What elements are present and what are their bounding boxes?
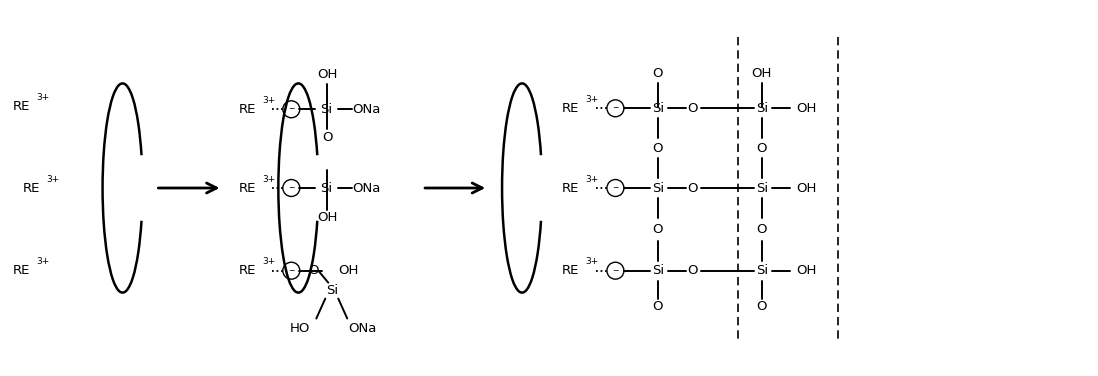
Text: Si: Si bbox=[755, 264, 768, 277]
Text: OH: OH bbox=[797, 264, 817, 277]
Text: RE: RE bbox=[238, 264, 256, 277]
Text: 3+: 3+ bbox=[585, 257, 598, 266]
Text: O: O bbox=[652, 300, 663, 313]
Text: RE: RE bbox=[238, 182, 256, 194]
Text: Si: Si bbox=[321, 182, 333, 194]
Text: O: O bbox=[309, 264, 318, 277]
Text: O: O bbox=[652, 223, 663, 236]
Text: O: O bbox=[322, 131, 333, 144]
Text: O: O bbox=[687, 264, 698, 277]
Text: 3+: 3+ bbox=[261, 96, 276, 105]
Text: 3+: 3+ bbox=[585, 95, 598, 104]
Text: O: O bbox=[652, 142, 663, 155]
Text: Si: Si bbox=[755, 182, 768, 194]
Text: RE: RE bbox=[13, 100, 30, 113]
Text: 3+: 3+ bbox=[261, 257, 276, 266]
Text: ONa: ONa bbox=[352, 182, 381, 194]
Text: −: − bbox=[613, 103, 618, 112]
Text: −: − bbox=[613, 183, 618, 192]
Text: Si: Si bbox=[326, 284, 338, 297]
Text: OH: OH bbox=[797, 102, 817, 115]
Text: 3+: 3+ bbox=[36, 257, 49, 266]
Text: O: O bbox=[687, 182, 698, 194]
Text: 3+: 3+ bbox=[261, 174, 276, 183]
Text: RE: RE bbox=[23, 182, 40, 194]
Text: −: − bbox=[288, 183, 294, 192]
Text: Si: Si bbox=[652, 182, 664, 194]
Text: O: O bbox=[652, 67, 663, 80]
Text: RE: RE bbox=[562, 264, 580, 277]
Text: OH: OH bbox=[797, 182, 817, 194]
Text: RE: RE bbox=[562, 102, 580, 115]
Text: ONa: ONa bbox=[348, 322, 377, 335]
Text: ONa: ONa bbox=[352, 103, 381, 116]
Text: OH: OH bbox=[338, 264, 359, 277]
Text: RE: RE bbox=[238, 103, 256, 116]
Text: OH: OH bbox=[317, 68, 337, 81]
Text: 3+: 3+ bbox=[46, 174, 59, 183]
Text: OH: OH bbox=[751, 67, 772, 80]
Text: OH: OH bbox=[317, 211, 337, 224]
Text: Si: Si bbox=[652, 102, 664, 115]
Text: RE: RE bbox=[562, 182, 580, 194]
Text: O: O bbox=[687, 102, 698, 115]
Text: RE: RE bbox=[13, 264, 30, 277]
Text: −: − bbox=[613, 266, 618, 275]
Text: O: O bbox=[757, 142, 768, 155]
Text: O: O bbox=[757, 300, 768, 313]
Text: −: − bbox=[288, 266, 294, 275]
Text: 3+: 3+ bbox=[36, 93, 49, 102]
Text: O: O bbox=[757, 223, 768, 236]
Text: Si: Si bbox=[755, 102, 768, 115]
Text: HO: HO bbox=[290, 322, 311, 335]
Text: −: − bbox=[288, 104, 294, 113]
Text: Si: Si bbox=[652, 264, 664, 277]
Text: Si: Si bbox=[321, 103, 333, 116]
Text: 3+: 3+ bbox=[585, 174, 598, 183]
